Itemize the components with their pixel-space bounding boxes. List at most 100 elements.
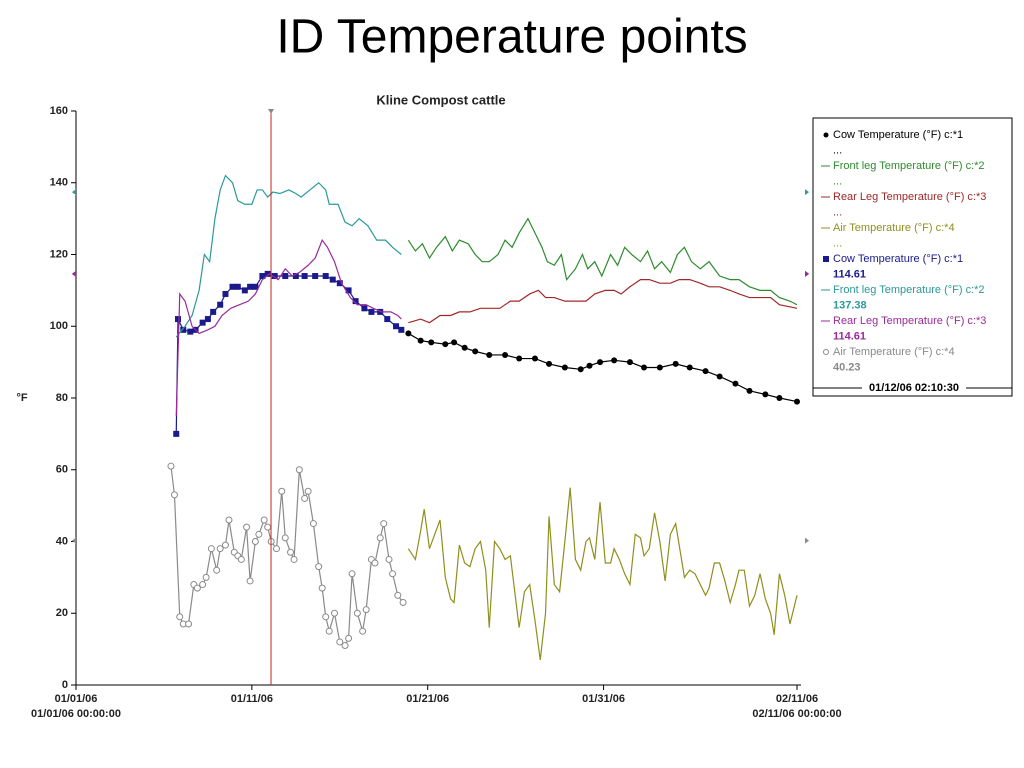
point xyxy=(207,545,215,553)
legend-label: Air Temperature (°F) c:*4 xyxy=(833,222,955,234)
point xyxy=(204,316,211,323)
point xyxy=(345,287,352,294)
point xyxy=(247,283,254,290)
cursor-handle xyxy=(268,109,275,114)
point xyxy=(295,466,303,474)
point xyxy=(586,362,593,369)
legend-label: Air Temperature (°F) c:*4 xyxy=(833,346,955,358)
point xyxy=(222,290,229,297)
point xyxy=(304,487,312,495)
point xyxy=(225,516,233,524)
point xyxy=(193,584,201,592)
point xyxy=(417,337,424,344)
y-tick-label: 160 xyxy=(50,105,68,117)
legend-label: Front leg Temperature (°F) c:*2 xyxy=(833,284,985,296)
point xyxy=(362,606,370,614)
y-tick-label: 20 xyxy=(56,607,68,619)
point xyxy=(516,355,523,362)
cursor-value-marker xyxy=(805,189,809,196)
point xyxy=(702,368,709,375)
point xyxy=(762,391,769,398)
series-line xyxy=(408,279,798,324)
point xyxy=(561,364,568,371)
point xyxy=(255,530,263,538)
point xyxy=(385,555,393,563)
point xyxy=(371,559,379,567)
point xyxy=(237,555,245,563)
point xyxy=(210,308,217,315)
y-tick-label: 140 xyxy=(50,177,68,189)
point xyxy=(187,328,194,335)
point xyxy=(229,283,236,290)
point xyxy=(301,494,309,502)
point xyxy=(260,516,268,524)
x-range-label: 01/01/06 00:00:00 xyxy=(31,708,121,720)
y-tick-label: 60 xyxy=(56,464,68,476)
point xyxy=(472,348,479,355)
point xyxy=(241,287,248,294)
legend-label: Rear Leg Temperature (°F) c:*3 xyxy=(833,315,986,327)
point xyxy=(389,570,397,578)
chart-title: Kline Compost cattle xyxy=(376,92,505,107)
point xyxy=(384,316,391,323)
point xyxy=(794,398,800,405)
point xyxy=(399,598,407,606)
point xyxy=(301,273,308,280)
point xyxy=(716,373,723,380)
slide-title: ID Temperature points xyxy=(276,11,747,64)
legend-value: ... xyxy=(833,206,842,218)
point xyxy=(577,366,584,373)
point xyxy=(174,316,181,323)
point xyxy=(176,613,184,621)
point xyxy=(732,380,739,387)
point xyxy=(246,577,254,585)
point xyxy=(393,323,400,330)
point xyxy=(216,545,224,553)
series-line xyxy=(170,466,404,647)
point xyxy=(287,548,295,556)
x-tick-label: 01/11/06 xyxy=(231,693,273,705)
point xyxy=(546,360,553,367)
point xyxy=(173,430,180,437)
point xyxy=(336,280,343,287)
point xyxy=(442,341,449,348)
point xyxy=(348,570,356,578)
point xyxy=(368,308,375,315)
series-line xyxy=(408,332,798,403)
point xyxy=(352,298,359,305)
legend-symbol xyxy=(823,256,829,262)
point xyxy=(341,642,349,650)
cursor-value-marker xyxy=(72,189,76,196)
point xyxy=(199,581,207,589)
point xyxy=(686,364,693,371)
y-tick-label: 40 xyxy=(56,535,68,547)
point xyxy=(329,276,336,283)
cursor-value-marker xyxy=(805,537,809,544)
x-tick-label: 01/21/06 xyxy=(406,693,449,705)
point xyxy=(746,387,753,394)
point xyxy=(282,273,289,280)
cursor-value-marker xyxy=(805,270,809,277)
point xyxy=(597,359,604,366)
point xyxy=(251,538,259,545)
point xyxy=(394,591,402,599)
point xyxy=(259,273,266,280)
legend-label: Cow Temperature (°F) c:*1 xyxy=(833,253,963,265)
point xyxy=(461,344,468,351)
point xyxy=(243,523,251,531)
point xyxy=(322,273,329,280)
point xyxy=(398,326,405,333)
point xyxy=(359,627,367,635)
point xyxy=(376,534,384,542)
point xyxy=(502,351,509,358)
point xyxy=(325,627,333,635)
series-line xyxy=(175,273,402,434)
x-tick-label: 01/01/06 xyxy=(55,693,98,705)
point xyxy=(345,634,353,642)
x-tick-label: 01/31/06 xyxy=(582,693,625,705)
series-line xyxy=(175,174,402,338)
cursor-label: 01/12/06 02:10:30 xyxy=(869,382,959,394)
y-tick-label: 0 xyxy=(62,679,68,691)
point xyxy=(202,573,210,581)
